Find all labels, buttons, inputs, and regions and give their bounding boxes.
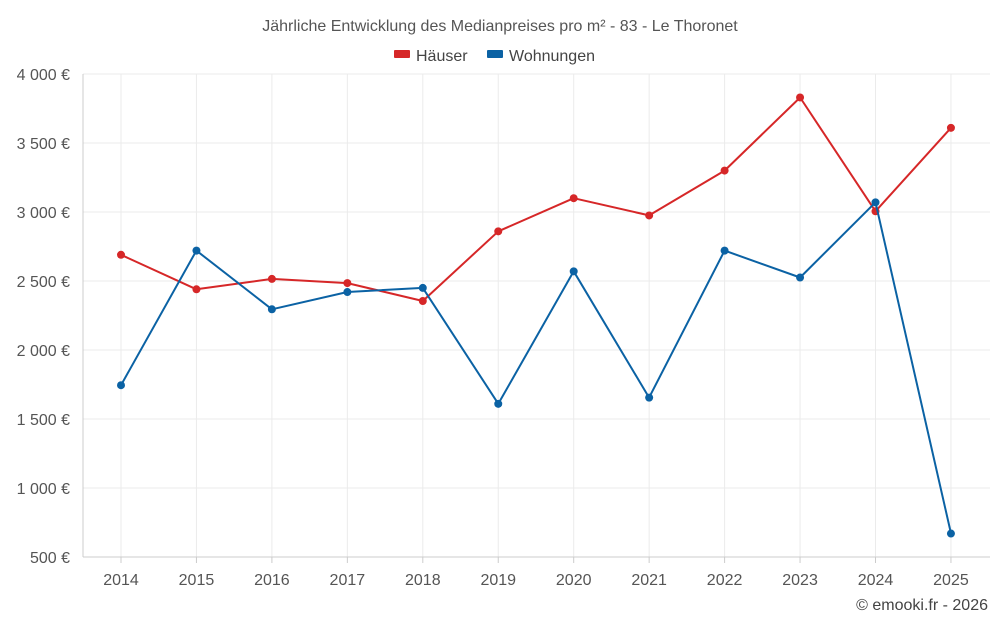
data-point-wohnungen[interactable] [569, 267, 578, 276]
x-tick-label: 2020 [556, 572, 592, 589]
series-line-haeuser [120, 96, 952, 302]
data-point-haeuser[interactable] [796, 93, 805, 102]
credit-text: © emooki.fr - 2026 [856, 597, 988, 614]
data-point-haeuser[interactable] [720, 166, 729, 175]
y-tick-label: 1 500 € [17, 412, 70, 429]
x-tick-label: 2022 [707, 572, 743, 589]
data-point-wohnungen[interactable] [494, 399, 503, 408]
data-point-haeuser[interactable] [569, 194, 578, 203]
data-point-wohnungen[interactable] [645, 393, 654, 402]
x-tick-label: 2024 [858, 572, 894, 589]
axes: 500 € 1 000 € 1 500 € 2 000 € 2 500 € 3 000 €… [17, 67, 990, 589]
data-point-wohnungen[interactable] [418, 283, 427, 292]
x-tick-label: 2017 [330, 572, 366, 589]
gridlines [83, 73, 990, 557]
data-point-wohnungen[interactable] [117, 381, 125, 390]
legend-swatch-wohnungen [487, 50, 503, 58]
legend-item-wohnungen[interactable]: Wohnungen [487, 48, 595, 65]
x-tick-label: 2018 [405, 572, 441, 589]
x-tick-label: 2023 [782, 572, 818, 589]
series [117, 93, 955, 538]
x-tick-label: 2019 [480, 572, 516, 589]
y-tick-label: 500 € [30, 550, 70, 567]
y-tick-label: 3 000 € [17, 205, 70, 222]
data-point-haeuser[interactable] [267, 274, 276, 283]
x-tick-label: 2025 [933, 572, 969, 589]
y-tick-label: 4 000 € [17, 67, 70, 84]
legend-label-wohnungen: Wohnungen [509, 48, 595, 65]
x-tick-label: 2014 [103, 572, 139, 589]
data-point-haeuser[interactable] [494, 227, 503, 236]
data-point-haeuser[interactable] [418, 297, 427, 306]
data-point-wohnungen[interactable] [192, 246, 201, 255]
data-point-haeuser[interactable] [343, 279, 352, 288]
data-point-wohnungen[interactable] [720, 246, 729, 255]
legend-label-haeuser: Häuser [416, 48, 468, 65]
data-point-haeuser[interactable] [645, 211, 654, 220]
series-wohnungen [117, 198, 955, 538]
legend-item-haeuser[interactable]: Häuser [394, 48, 468, 65]
legend: Häuser Wohnungen [394, 48, 595, 65]
data-point-wohnungen[interactable] [343, 288, 352, 297]
y-tick-label: 3 500 € [17, 136, 70, 153]
series-line-wohnungen [120, 201, 952, 534]
legend-swatch-haeuser [394, 50, 410, 58]
y-tick-label: 2 000 € [17, 343, 70, 360]
data-point-haeuser[interactable] [192, 285, 201, 294]
x-tick-label: 2016 [254, 572, 290, 589]
data-point-haeuser[interactable] [117, 250, 125, 259]
data-point-wohnungen[interactable] [267, 305, 276, 314]
series-haeuser [117, 93, 955, 306]
data-point-haeuser[interactable] [946, 123, 955, 132]
chart-title: Jährliche Entwicklung des Medianpreises … [262, 18, 738, 35]
y-tick-label: 2 500 € [17, 274, 70, 291]
data-point-wohnungen[interactable] [796, 273, 805, 282]
x-tick-label: 2021 [631, 572, 667, 589]
data-point-wohnungen[interactable] [871, 198, 880, 207]
x-tick-label: 2015 [179, 572, 215, 589]
data-point-wohnungen[interactable] [946, 529, 955, 538]
y-tick-label: 1 000 € [17, 481, 70, 498]
